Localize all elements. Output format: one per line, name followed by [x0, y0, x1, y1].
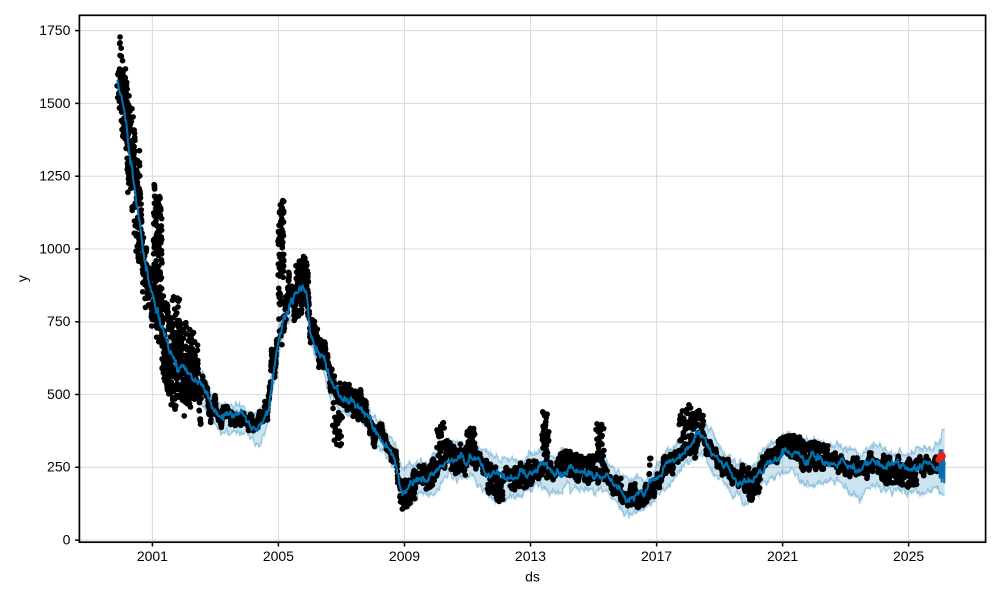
svg-text:2013: 2013: [515, 548, 546, 564]
svg-text:2009: 2009: [389, 548, 420, 564]
svg-text:2017: 2017: [641, 548, 672, 564]
svg-text:2005: 2005: [263, 548, 294, 564]
svg-text:500: 500: [47, 386, 71, 402]
svg-text:2021: 2021: [767, 548, 798, 564]
svg-text:250: 250: [47, 459, 71, 475]
svg-text:2025: 2025: [893, 548, 924, 564]
svg-text:1500: 1500: [39, 95, 70, 111]
svg-text:750: 750: [47, 313, 71, 329]
svg-text:y: y: [14, 275, 30, 282]
svg-text:ds: ds: [525, 569, 540, 585]
svg-text:1750: 1750: [39, 22, 70, 38]
svg-text:1000: 1000: [39, 240, 70, 256]
svg-text:0: 0: [63, 532, 71, 548]
svg-text:1250: 1250: [39, 168, 70, 184]
svg-text:2001: 2001: [137, 548, 168, 564]
